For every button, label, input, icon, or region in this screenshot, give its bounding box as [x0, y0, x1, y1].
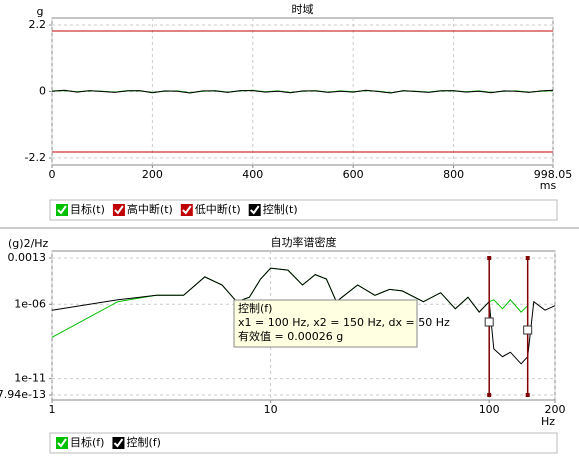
legend-label: 目标(f) [70, 435, 104, 449]
check-mark [57, 205, 67, 215]
legend-box [49, 432, 558, 454]
y-tick-label: 7.94e-13 [0, 388, 46, 401]
chart-title: 时域 [292, 3, 314, 16]
x-tick-label: 100 [479, 403, 500, 416]
x-tick-label: 0 [49, 168, 56, 181]
cursor-handle[interactable] [525, 393, 530, 397]
x-tick-label: 200 [545, 403, 566, 416]
check-mark [182, 205, 192, 215]
check-mark [57, 438, 67, 448]
x-tick-label: 400 [242, 168, 263, 181]
tooltip-box [233, 299, 418, 348]
legend-label: 低中断(t) [195, 202, 241, 216]
legend-label: 控制(f) [126, 435, 160, 449]
y-tick-label: 1e-06 [14, 297, 46, 310]
cursor-handle[interactable] [487, 256, 492, 260]
legend-label: 目标(t) [70, 202, 105, 216]
x-axis-label: ms [540, 179, 557, 192]
x-tick-label: 10 [264, 403, 278, 416]
cursor-handle[interactable] [487, 393, 492, 397]
check-mark [113, 438, 124, 448]
check-mark [114, 205, 124, 215]
x-tick-label: 998.05 [534, 168, 573, 181]
x-tick-label: 1 [49, 403, 56, 416]
y-tick-label: 2.2 [29, 18, 47, 31]
series-line [51, 89, 554, 94]
tooltip-text: 控制(f) [238, 301, 272, 315]
y-tick-label: -2.2 [25, 151, 46, 164]
x-axis-label: Hz [541, 415, 555, 428]
cursor-marker [484, 317, 494, 327]
x-tick-label: 600 [343, 168, 364, 181]
y-axis-label: (g)2/Hz [8, 237, 49, 250]
x-tick-label: 800 [443, 168, 464, 181]
y-axis-label: g [37, 5, 44, 18]
chart-title: 自功率谱密度 [271, 235, 337, 249]
cursor-marker [523, 325, 533, 335]
legend-label: 高中断(t) [127, 202, 173, 216]
cursor-handle[interactable] [525, 256, 530, 260]
check-mark [250, 205, 260, 215]
y-tick-label: 1e-11 [14, 372, 46, 385]
series-line [51, 267, 556, 365]
tooltip-text: 有效值 = 0.00026 g [238, 329, 343, 343]
y-tick-label: 0 [39, 85, 46, 98]
y-tick-label: 0.0013 [8, 251, 47, 264]
x-tick-label: 200 [142, 168, 163, 181]
legend-box [49, 199, 558, 221]
tooltip-text: x1 = 100 Hz, x2 = 150 Hz, dx = 50 Hz [238, 316, 450, 329]
legend-label: 控制(t) [263, 202, 298, 216]
